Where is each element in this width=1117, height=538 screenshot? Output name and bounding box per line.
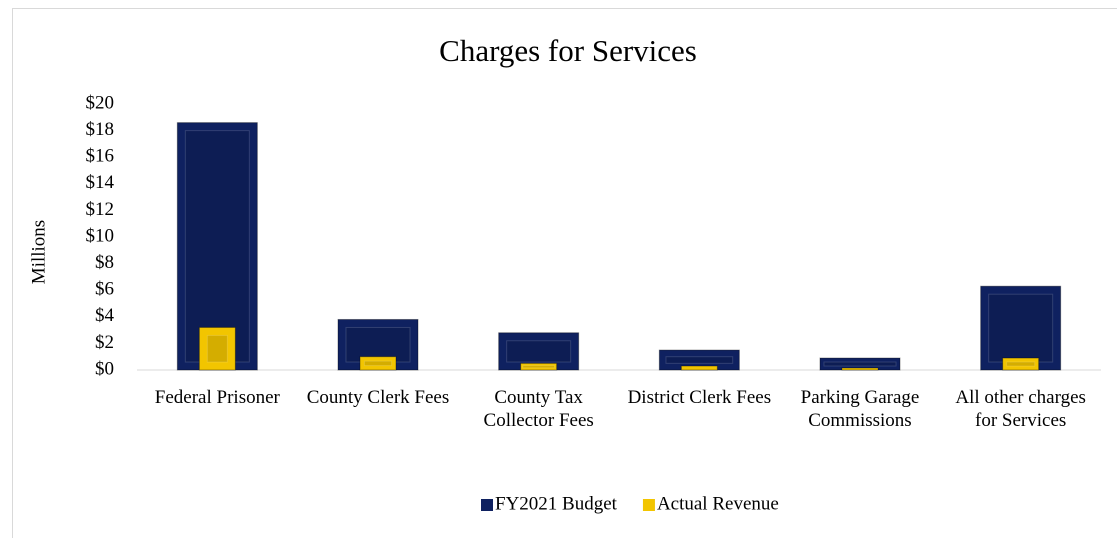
legend-label: Actual Revenue [657, 493, 779, 514]
x-tick-label: Federal Prisoner [154, 387, 280, 408]
legend-swatch [642, 499, 655, 511]
actual-bar [1002, 357, 1040, 371]
legend-label: FY2021 Budget [495, 493, 618, 514]
y-tick-label: $20 [86, 92, 115, 113]
actual-bar [680, 365, 718, 371]
y-tick-label: $18 [86, 119, 115, 140]
x-tick-label: District Clerk Fees [627, 387, 772, 408]
y-tick-label: $0 [95, 358, 114, 379]
x-tick-label: County Tax Collector Fees [483, 387, 594, 431]
x-tick-label: Parking Garage Commissions [800, 387, 920, 431]
actual-bar-face [206, 334, 228, 363]
y-tick-label: $10 [86, 225, 115, 246]
budget-bar-face [988, 293, 1054, 363]
actual-bar [198, 326, 236, 371]
y-tick-label: $16 [86, 146, 115, 167]
y-tick-label: $8 [95, 252, 114, 273]
x-tick-label: All other charges for Services [955, 387, 1086, 431]
y-tick-label: $6 [95, 279, 114, 300]
y-tick-label: $12 [86, 199, 115, 220]
chart-frame [12, 8, 1117, 538]
budget-bar-face [823, 361, 897, 367]
y-tick-label: $14 [86, 172, 115, 193]
budget-bar-face [665, 356, 734, 364]
actual-bar [520, 362, 558, 371]
legend-swatch [481, 499, 493, 511]
x-tick-label: County Clerk Fees [306, 387, 450, 408]
budget-bar [980, 285, 1062, 371]
actual-bar-face [522, 365, 555, 369]
actual-bar-face [363, 360, 393, 367]
budget-bar-face [506, 340, 572, 363]
actual-bar [359, 356, 397, 371]
chart-title: Charges for Services [439, 33, 697, 68]
y-tick-label: $2 [95, 332, 114, 353]
actual-bar [841, 367, 879, 371]
actual-bar-face [1006, 361, 1036, 367]
y-axis-label: Millions [28, 220, 49, 284]
budget-bar-face [345, 326, 411, 363]
y-tick-label: $4 [95, 305, 115, 326]
